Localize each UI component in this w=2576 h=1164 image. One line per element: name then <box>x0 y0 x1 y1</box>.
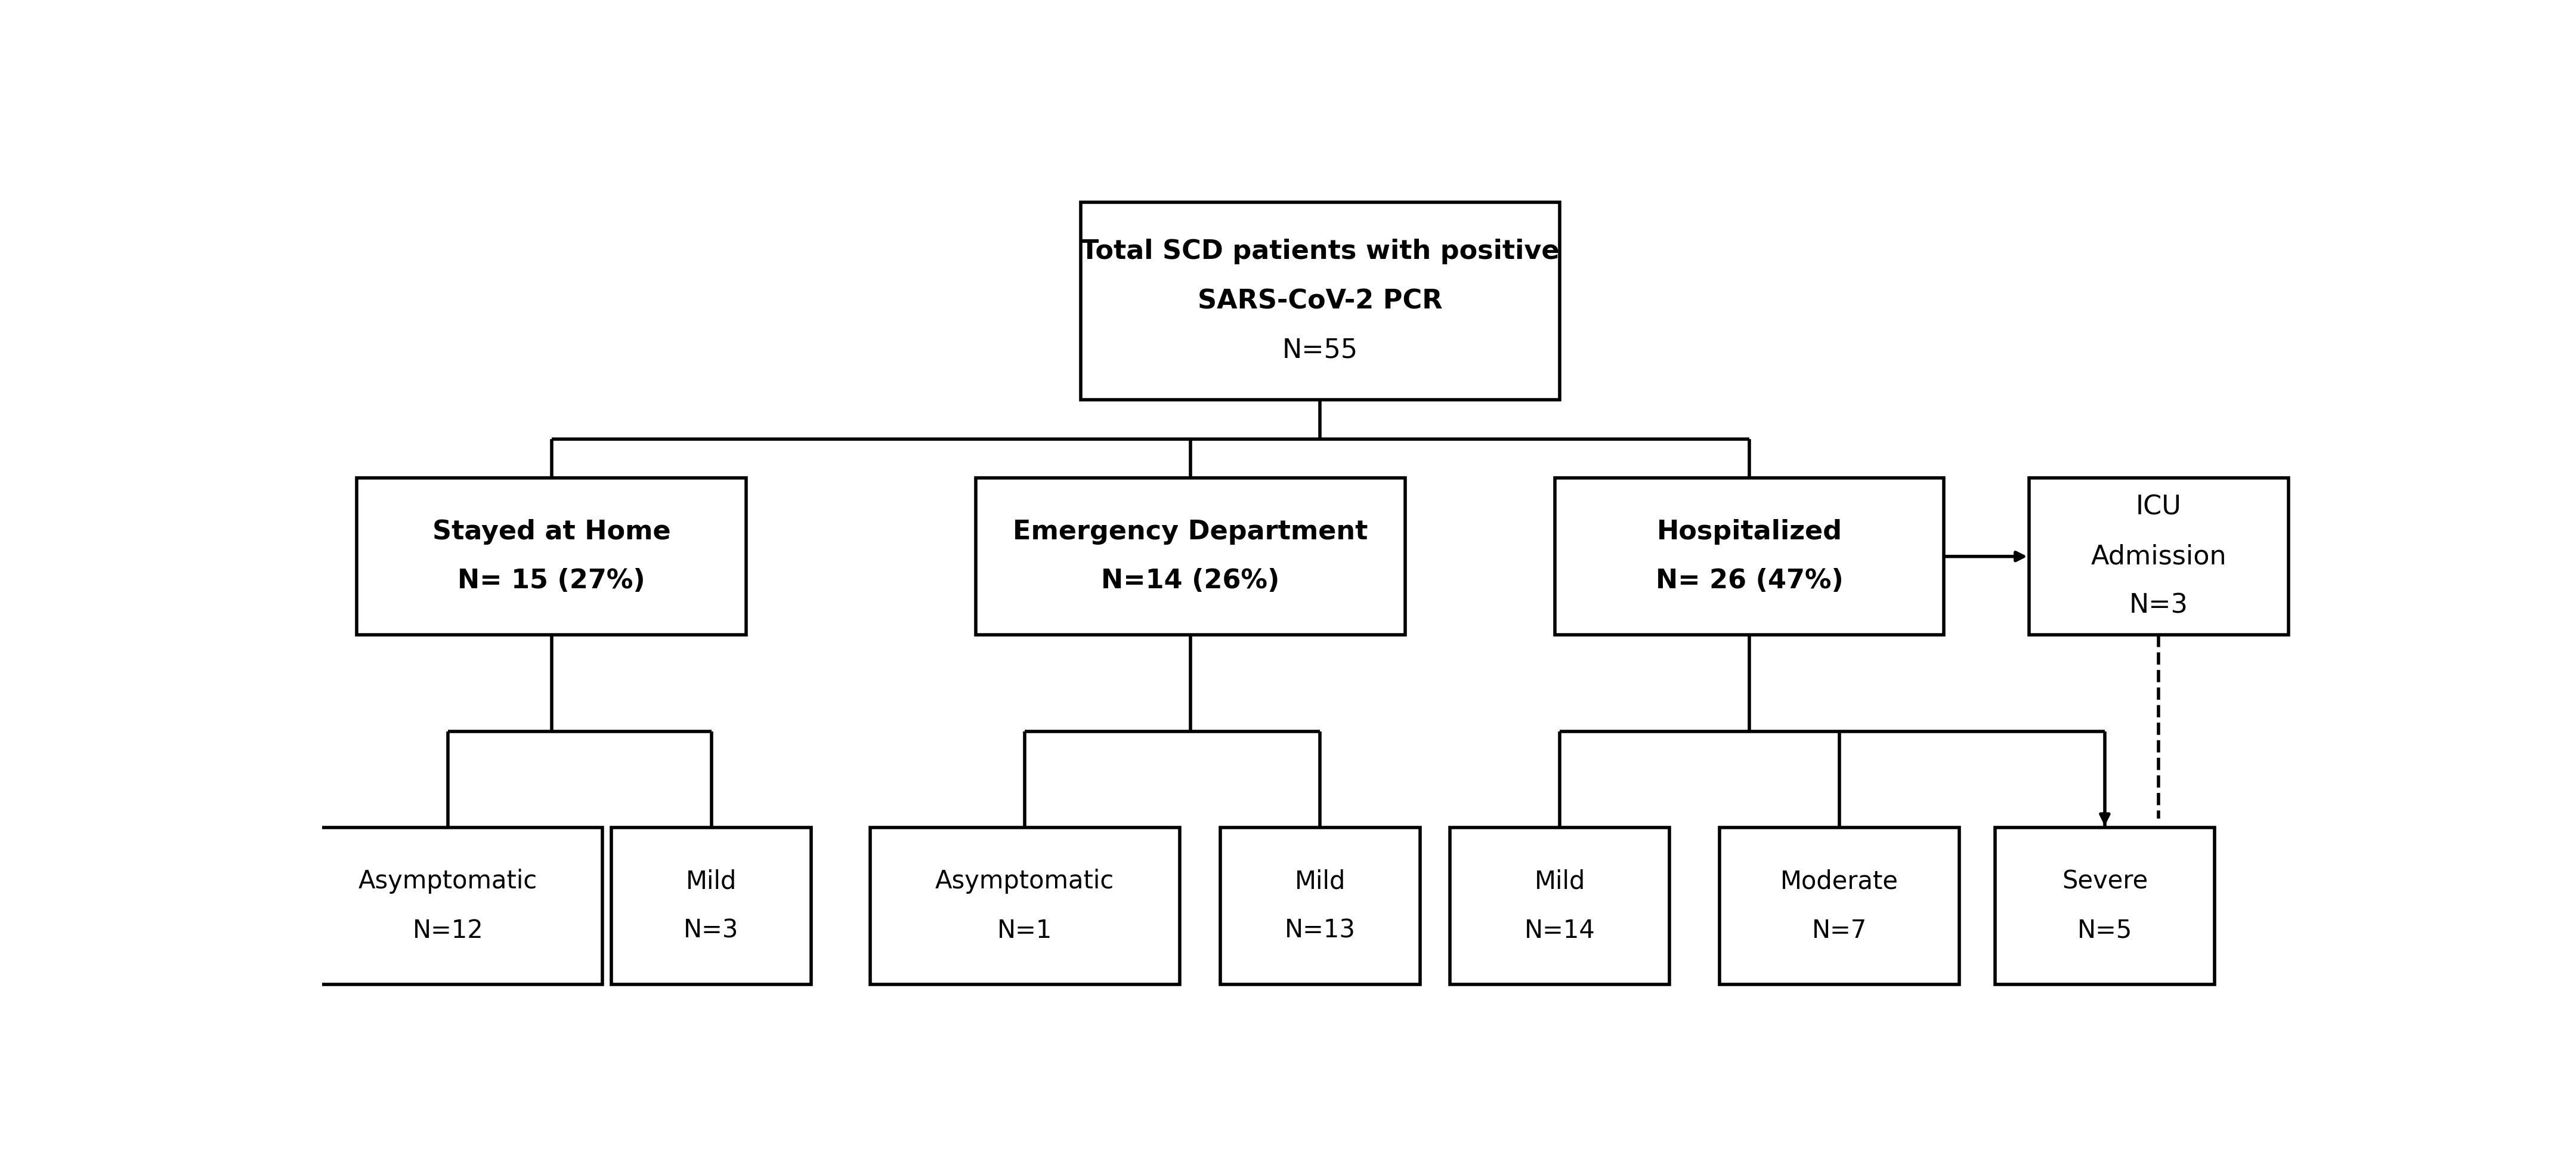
Text: Severe: Severe <box>2061 868 2148 894</box>
Text: N=5: N=5 <box>2076 918 2133 943</box>
Text: N= 15 (27%): N= 15 (27%) <box>459 568 647 594</box>
Text: Stayed at Home: Stayed at Home <box>433 519 670 545</box>
Text: Moderate: Moderate <box>1780 868 1899 894</box>
Text: N=13: N=13 <box>1285 918 1355 943</box>
Text: N=7: N=7 <box>1811 918 1868 943</box>
Text: Mild: Mild <box>1296 868 1345 894</box>
Text: N=3: N=3 <box>2130 592 2187 618</box>
Text: Asymptomatic: Asymptomatic <box>935 868 1115 894</box>
Text: Asymptomatic: Asymptomatic <box>358 868 538 894</box>
Text: N=3: N=3 <box>683 918 739 943</box>
FancyBboxPatch shape <box>611 828 811 985</box>
Text: SARS-CoV-2 PCR: SARS-CoV-2 PCR <box>1198 289 1443 314</box>
Text: Mild: Mild <box>685 868 737 894</box>
FancyBboxPatch shape <box>358 478 747 634</box>
Text: N=55: N=55 <box>1283 338 1358 363</box>
Text: Mild: Mild <box>1535 868 1584 894</box>
Text: N=1: N=1 <box>997 918 1051 943</box>
Text: Emergency Department: Emergency Department <box>1012 519 1368 545</box>
Text: N=14: N=14 <box>1525 918 1595 943</box>
Text: Admission: Admission <box>2092 544 2226 569</box>
Text: N= 26 (47%): N= 26 (47%) <box>1656 568 1844 594</box>
FancyBboxPatch shape <box>976 478 1404 634</box>
FancyBboxPatch shape <box>2030 478 2287 634</box>
FancyBboxPatch shape <box>1994 828 2215 985</box>
Text: N=14 (26%): N=14 (26%) <box>1100 568 1280 594</box>
FancyBboxPatch shape <box>1450 828 1669 985</box>
FancyBboxPatch shape <box>871 828 1180 985</box>
FancyBboxPatch shape <box>1082 203 1561 399</box>
FancyBboxPatch shape <box>1556 478 1945 634</box>
FancyBboxPatch shape <box>294 828 603 985</box>
Text: N=12: N=12 <box>412 918 484 943</box>
FancyBboxPatch shape <box>1221 828 1419 985</box>
Text: Total SCD patients with positive: Total SCD patients with positive <box>1082 239 1558 264</box>
FancyBboxPatch shape <box>1721 828 1958 985</box>
Text: Hospitalized: Hospitalized <box>1656 519 1842 545</box>
Text: ICU: ICU <box>2136 495 2182 520</box>
